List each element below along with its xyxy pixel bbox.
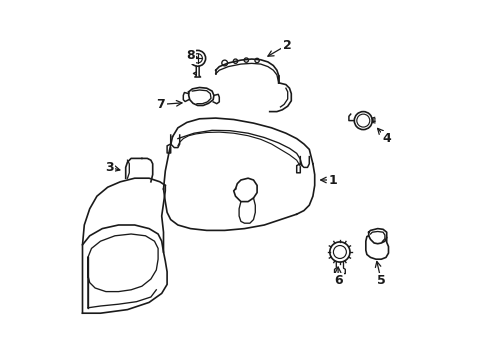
Text: 3: 3	[105, 161, 114, 174]
Text: 8: 8	[186, 49, 194, 62]
Text: 4: 4	[382, 132, 390, 145]
Text: 6: 6	[333, 274, 342, 287]
Text: 2: 2	[282, 39, 291, 51]
Text: 7: 7	[156, 98, 165, 111]
Text: 5: 5	[376, 274, 385, 287]
Text: 1: 1	[327, 174, 336, 186]
